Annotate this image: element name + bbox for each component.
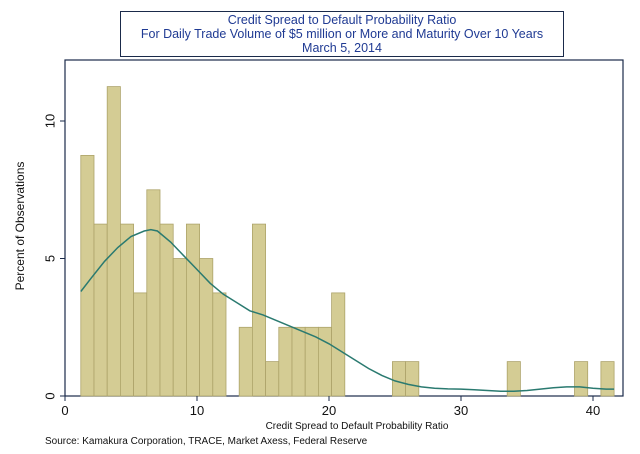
source-note: Source: Kamakura Corporation, TRACE, Mar… bbox=[45, 436, 368, 447]
histogram-bar bbox=[238, 326, 253, 397]
histogram-bar bbox=[574, 361, 589, 397]
chart-title-box: Credit Spread to Default Probability Rat… bbox=[120, 11, 564, 57]
chart-title-line-2: For Daily Trade Volume of $5 million or … bbox=[140, 27, 544, 41]
histogram-bar bbox=[80, 154, 95, 397]
x-tick-label: 10 bbox=[190, 403, 204, 418]
x-tick-label: 30 bbox=[454, 403, 468, 418]
chart-title-line-3: March 5, 2014 bbox=[302, 41, 382, 55]
histogram-bar bbox=[146, 189, 161, 397]
histogram-bar bbox=[93, 223, 108, 397]
histogram-bar bbox=[405, 361, 420, 397]
histogram-bar bbox=[265, 361, 280, 397]
density-curve bbox=[80, 228, 615, 393]
histogram-bar bbox=[391, 361, 406, 397]
y-tick-label: 10 bbox=[42, 114, 57, 128]
y-axis-label: Percent of Observations bbox=[13, 161, 27, 291]
histogram-bar bbox=[331, 292, 346, 397]
axes: 0 10 20 30 40 0 5 10 bbox=[42, 114, 600, 418]
chart-title-line-1: Credit Spread to Default Probability Rat… bbox=[227, 13, 457, 27]
histogram-bar bbox=[212, 292, 227, 397]
histogram-bars bbox=[80, 86, 615, 397]
x-tick-label: 0 bbox=[61, 403, 68, 418]
histogram-bar bbox=[120, 223, 135, 397]
y-tick-label: 5 bbox=[42, 255, 57, 262]
histogram-bar bbox=[172, 258, 187, 397]
histogram-bar bbox=[600, 361, 615, 397]
histogram-bar bbox=[278, 326, 293, 397]
histogram-bar bbox=[133, 292, 148, 397]
x-tick-label: 40 bbox=[586, 403, 600, 418]
histogram-bar bbox=[506, 361, 521, 397]
histogram-bar bbox=[185, 223, 200, 397]
x-axis-label: Credit Spread to Default Probability Rat… bbox=[265, 421, 449, 432]
x-tick-label: 20 bbox=[322, 403, 336, 418]
y-tick-label: 0 bbox=[42, 392, 57, 399]
histogram-bar bbox=[317, 326, 332, 397]
histogram-bar bbox=[291, 326, 306, 397]
histogram-bar bbox=[251, 223, 266, 397]
histogram-bar bbox=[159, 223, 174, 397]
histogram-bar bbox=[106, 86, 121, 397]
